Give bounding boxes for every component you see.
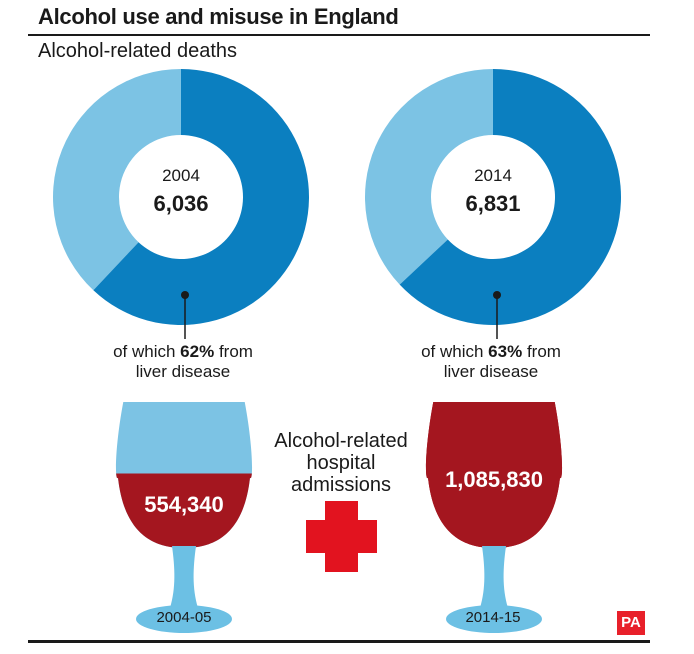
glass-2014-15-base: [446, 605, 542, 633]
glass-2014-15-stem: [480, 546, 508, 608]
caption-prefix: of which: [113, 342, 176, 361]
glass-2014-15-value: 1,085,830: [445, 467, 543, 492]
wine-glass-2014-15: [425, 402, 563, 633]
glass-2004-05-stem: [170, 546, 198, 608]
glass-2014-15-wine-fill: [425, 402, 563, 548]
caption-suffix: from: [526, 342, 561, 361]
deaths-subtitle: Alcohol-related deaths: [38, 40, 238, 62]
glass-2004-05-wine-fill: [115, 473, 253, 548]
pa-logo: PA: [617, 611, 645, 635]
donut-2004-pointer-dot: [181, 291, 189, 299]
caption-line2: liver disease: [135, 362, 231, 381]
donut-chart-2004: [52, 69, 309, 339]
caption-percentage: 62%: [180, 342, 215, 361]
caption-suffix: from: [218, 342, 253, 361]
donut-2014-year: 2014: [474, 166, 512, 185]
donut-2014-pointer-dot: [493, 291, 501, 299]
caption-line2: liver disease: [443, 362, 539, 381]
donut-2004-year: 2004: [162, 166, 200, 185]
caption-percentage: 63%: [488, 342, 523, 361]
glass-2014-15-year: 2014-15: [465, 609, 521, 626]
donut-2004-other-slice: [52, 69, 181, 291]
donut-2014-other-slice: [364, 69, 493, 285]
donut-2004-liver-slice: [93, 69, 309, 325]
glass-2004-05-year: 2004-05: [156, 609, 212, 626]
caption-prefix: of which: [421, 342, 484, 361]
admissions-label-line1: Alcohol-related: [274, 430, 408, 452]
donut-2014-liver-slice: [399, 69, 621, 325]
glass-2004-05-value: 554,340: [144, 492, 224, 517]
wine-glass-2004-05: [115, 402, 253, 633]
admissions-label: Alcohol-related hospital admissions: [246, 430, 436, 496]
donut-2004-total: 6,036: [153, 191, 209, 216]
title-rule: [28, 34, 650, 36]
red-cross-icon: [306, 501, 377, 572]
infographic-title: Alcohol use and misuse in England: [38, 4, 399, 29]
admissions-label-line2: hospital: [306, 452, 376, 474]
donut-2014-caption: of which 63% from liver disease: [371, 342, 611, 382]
bottom-rule: [28, 640, 650, 643]
glass-2004-05-base: [136, 605, 232, 633]
donut-2014-total: 6,831: [465, 191, 521, 216]
admissions-label-line3: admissions: [290, 474, 392, 496]
donut-2004-caption: of which 62% from liver disease: [63, 342, 303, 382]
donut-chart-2014: [364, 69, 621, 339]
